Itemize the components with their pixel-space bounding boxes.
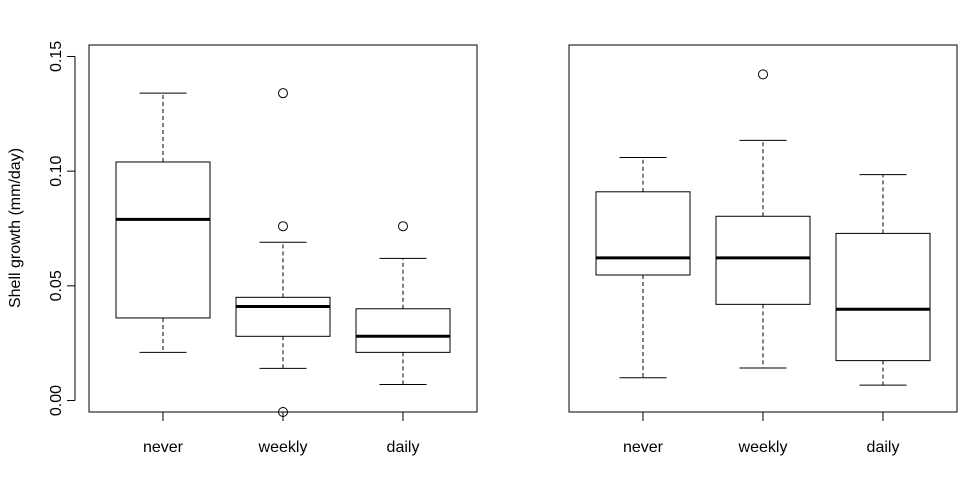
box-weekly [715, 69, 811, 369]
outlier-point [278, 88, 288, 99]
box-daily [355, 221, 451, 385]
x-tick-label: daily [387, 439, 420, 456]
y-axis-label: Shell growth (mm/day) [7, 148, 24, 308]
iqr-box [115, 161, 211, 319]
x-tick-label: daily [867, 439, 900, 456]
iqr-box [355, 308, 451, 353]
box-never [595, 157, 691, 379]
outlier-point [758, 69, 768, 80]
iqr-box [595, 191, 691, 276]
x-tick-label: never [143, 439, 184, 456]
box-daily [835, 174, 931, 386]
x-tick-label: never [623, 439, 664, 456]
iqr-box [715, 215, 811, 305]
x-tick-label: weekly [738, 439, 788, 456]
y-tick-label: 0.00 [48, 385, 65, 416]
y-tick-label: 0.15 [48, 41, 65, 72]
outlier-point [398, 221, 408, 232]
x-tick-label: weekly [258, 439, 308, 456]
box-weekly [235, 88, 331, 417]
outlier-point [278, 407, 288, 417]
left-boxplot-panel: 0.00 0.05 0.10 0.15 never weekly daily [48, 41, 478, 456]
right-boxplot-panel: never weekly daily [568, 44, 958, 456]
y-tick-label: 0.05 [48, 270, 65, 301]
y-tick-label: 0.10 [48, 155, 65, 186]
iqr-box [835, 232, 931, 362]
outlier-point [278, 221, 288, 232]
box-never [115, 92, 211, 353]
iqr-box [235, 296, 331, 337]
